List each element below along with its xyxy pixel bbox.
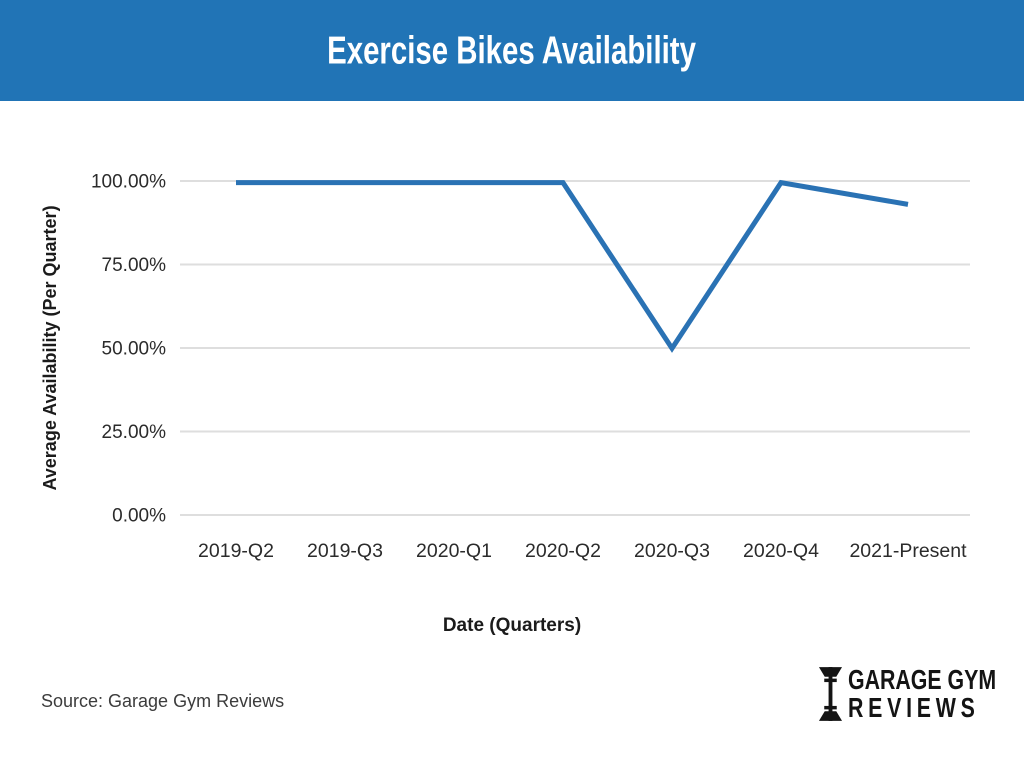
x-tick-label: 2021-Present [849, 540, 967, 562]
x-tick-label: 2020-Q3 [634, 540, 710, 562]
y-tick-label: 25.00% [102, 422, 167, 443]
x-tick-label: 2020-Q4 [743, 540, 819, 562]
y-tick-label: 75.00% [102, 255, 167, 276]
logo-wordmark: GARAGE GYM REVIEWS [848, 664, 1024, 724]
brand-logo: GARAGE GYM REVIEWS [818, 664, 1024, 724]
y-axis-title: Average Availability (Per Quarter) [40, 205, 60, 490]
header-banner: Exercise Bikes Availability [0, 0, 1024, 101]
x-tick-label: 2020-Q2 [525, 540, 601, 562]
x-tick-label: 2020-Q1 [416, 540, 492, 562]
source-attribution: Source: Garage Gym Reviews [41, 691, 285, 711]
x-tick-label: 2019-Q2 [198, 540, 274, 562]
data-line-availability [236, 179, 909, 353]
y-tick-label: 0.00% [112, 506, 166, 527]
logo-text-line2: REVIEWS [848, 692, 980, 724]
x-tick-label: 2019-Q3 [307, 540, 383, 562]
y-tick-label: 50.00% [102, 339, 167, 360]
dumbbell-icon [818, 667, 843, 721]
chart-title: Exercise Bikes Availability [327, 28, 697, 72]
x-axis-title: Date (Quarters) [443, 615, 581, 636]
logo-text-line1: GARAGE GYM [848, 664, 997, 696]
y-tick-label: 100.00% [91, 172, 166, 193]
